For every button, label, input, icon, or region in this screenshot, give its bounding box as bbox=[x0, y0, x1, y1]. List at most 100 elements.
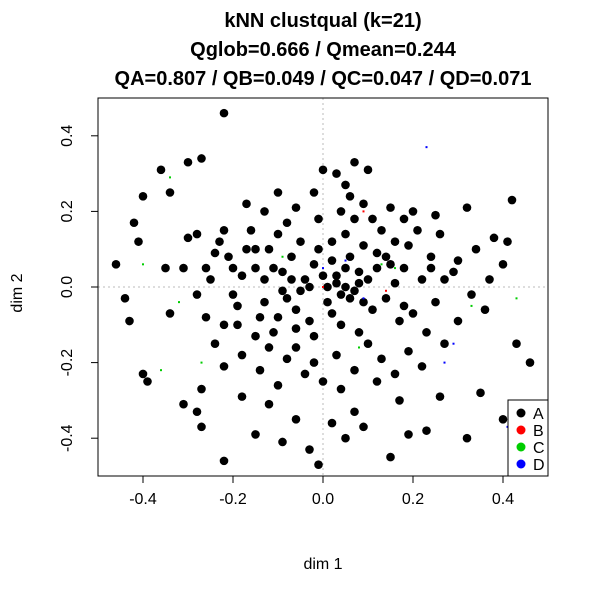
point-a bbox=[237, 392, 247, 401]
point-a bbox=[350, 286, 359, 296]
legend-marker-c bbox=[516, 442, 526, 452]
point-a bbox=[296, 286, 305, 296]
point-a bbox=[345, 252, 355, 262]
point-a bbox=[242, 244, 251, 254]
point-a bbox=[381, 294, 391, 303]
point-a bbox=[237, 271, 247, 280]
point-a bbox=[282, 218, 292, 228]
point-a bbox=[417, 275, 427, 284]
point-a bbox=[179, 263, 188, 273]
point-a bbox=[408, 309, 418, 318]
point-a bbox=[233, 301, 242, 311]
point-a bbox=[332, 278, 341, 288]
point-a bbox=[345, 294, 355, 303]
point-a bbox=[372, 263, 382, 273]
point-a bbox=[165, 309, 175, 318]
point-a bbox=[467, 290, 476, 299]
point-a bbox=[296, 237, 305, 246]
point-a bbox=[197, 422, 206, 432]
point-a bbox=[318, 165, 328, 175]
point-a bbox=[273, 312, 283, 322]
point-a bbox=[417, 362, 427, 371]
point-d bbox=[425, 146, 428, 149]
point-a bbox=[386, 203, 395, 212]
point-a bbox=[210, 248, 220, 258]
point-a bbox=[125, 316, 134, 326]
point-a bbox=[350, 365, 359, 375]
point-c bbox=[142, 263, 144, 266]
point-a bbox=[341, 263, 350, 273]
point-c bbox=[380, 263, 383, 266]
x-tick-label: 0.4 bbox=[492, 491, 514, 508]
point-a bbox=[390, 237, 400, 246]
point-a bbox=[363, 275, 373, 284]
point-d bbox=[443, 361, 446, 364]
point-a bbox=[390, 278, 400, 288]
x-tick-label: -0.2 bbox=[219, 491, 247, 508]
point-a bbox=[291, 324, 301, 333]
point-a bbox=[228, 263, 238, 273]
point-c bbox=[515, 297, 518, 300]
point-a bbox=[201, 263, 211, 273]
point-a bbox=[377, 354, 386, 364]
point-a bbox=[219, 226, 229, 235]
point-a bbox=[255, 365, 265, 375]
point-a bbox=[498, 415, 508, 424]
point-a bbox=[309, 260, 319, 269]
point-a bbox=[318, 271, 328, 280]
point-a bbox=[336, 384, 346, 394]
point-a bbox=[498, 260, 508, 269]
point-a bbox=[431, 210, 440, 220]
point-a bbox=[300, 369, 310, 379]
point-a bbox=[404, 430, 413, 439]
title-line-2: Qglob=0.666 / Qmean=0.244 bbox=[190, 39, 457, 61]
point-a bbox=[251, 430, 260, 439]
point-a bbox=[336, 290, 346, 299]
point-a bbox=[309, 331, 319, 341]
point-a bbox=[197, 154, 206, 163]
point-a bbox=[165, 188, 175, 197]
x-tick-label: 0.0 bbox=[312, 491, 334, 508]
point-a bbox=[354, 278, 364, 288]
point-a bbox=[512, 339, 521, 349]
point-a bbox=[269, 263, 278, 273]
point-a bbox=[273, 188, 283, 197]
point-a bbox=[138, 369, 148, 379]
point-a bbox=[219, 320, 229, 330]
point-a bbox=[372, 377, 382, 386]
point-a bbox=[489, 233, 499, 243]
point-a bbox=[305, 282, 314, 292]
point-a bbox=[359, 422, 368, 432]
point-a bbox=[287, 275, 296, 284]
point-a bbox=[332, 169, 341, 178]
point-a bbox=[282, 294, 292, 303]
point-a bbox=[255, 312, 265, 322]
point-a bbox=[431, 297, 440, 307]
point-a bbox=[309, 358, 319, 367]
x-tick-label: 0.2 bbox=[402, 491, 424, 508]
point-a bbox=[435, 392, 445, 401]
point-a bbox=[327, 256, 337, 265]
point-a bbox=[390, 369, 400, 379]
point-a bbox=[395, 316, 404, 326]
point-a bbox=[332, 350, 341, 360]
point-a bbox=[426, 263, 436, 273]
title-line-3: QA=0.807 / QB=0.049 / QC=0.047 / QD=0.07… bbox=[115, 68, 532, 90]
point-a bbox=[350, 214, 359, 224]
point-a bbox=[264, 399, 274, 409]
point-a bbox=[201, 312, 211, 322]
point-a bbox=[399, 263, 409, 273]
point-a bbox=[345, 191, 355, 201]
point-a bbox=[161, 263, 170, 273]
point-a bbox=[246, 226, 256, 235]
point-a bbox=[435, 229, 445, 239]
point-b bbox=[362, 210, 365, 213]
point-a bbox=[381, 252, 391, 262]
point-a bbox=[471, 244, 481, 254]
point-a bbox=[462, 433, 472, 443]
point-b bbox=[322, 286, 324, 288]
point-a bbox=[264, 343, 274, 352]
point-a bbox=[228, 290, 238, 299]
point-a bbox=[291, 343, 301, 352]
